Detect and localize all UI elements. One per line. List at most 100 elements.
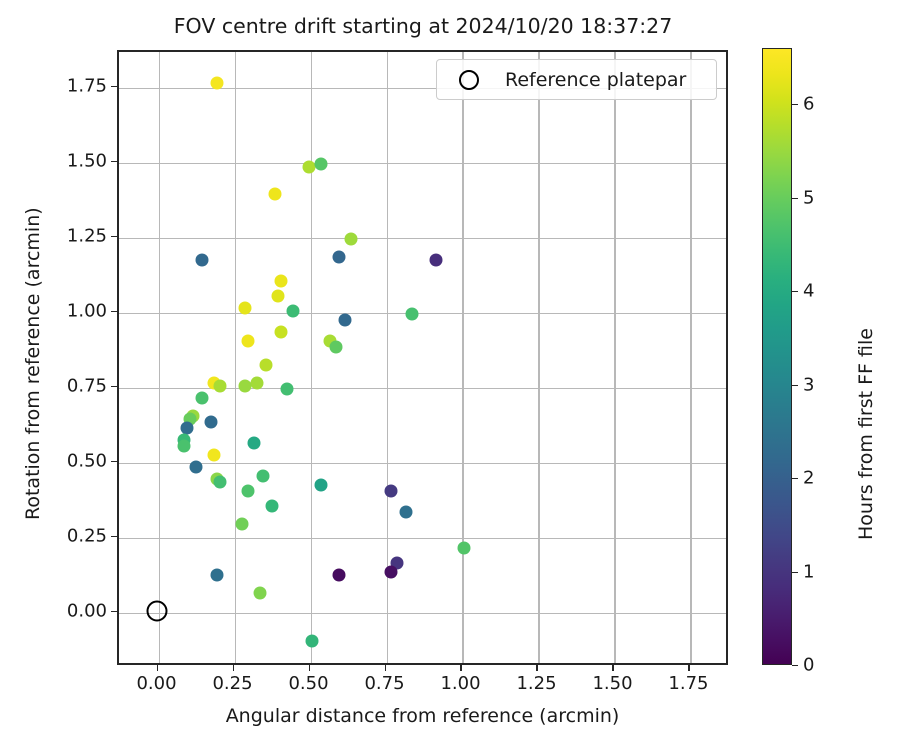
scatter-point	[338, 313, 352, 327]
gridline-vertical	[690, 52, 692, 663]
x-tick-mark	[460, 665, 462, 671]
colorbar-tick-label: 4	[803, 280, 815, 302]
scatter-point	[332, 568, 346, 582]
y-tick-label: 0.00	[66, 600, 107, 622]
y-tick-mark	[111, 161, 117, 163]
scatter-point	[241, 334, 255, 348]
scatter-point	[274, 274, 288, 288]
gridline-horizontal	[119, 163, 726, 165]
x-tick-label: 0.75	[364, 673, 405, 694]
scatter-point	[329, 340, 343, 354]
y-tick-mark	[111, 386, 117, 388]
scatter-point	[177, 439, 191, 453]
reference-platepar-marker-icon	[146, 600, 168, 622]
x-tick-label: 1.50	[592, 673, 633, 694]
y-tick-label: 0.75	[66, 375, 107, 397]
plot-area[interactable]	[117, 50, 728, 665]
y-tick-label: 1.25	[66, 225, 107, 247]
scatter-point	[207, 448, 221, 462]
scatter-point	[241, 484, 255, 498]
colorbar-label: Hours from first FF file	[855, 328, 877, 540]
legend[interactable]: Reference platepar	[436, 59, 717, 100]
colorbar-tick-label: 3	[803, 374, 815, 396]
colorbar-tick-label: 0	[803, 654, 815, 676]
gridline-vertical	[386, 52, 388, 663]
gridline-horizontal	[119, 463, 726, 465]
scatter-point	[210, 568, 224, 582]
gridline-vertical	[462, 52, 464, 663]
scatter-point	[259, 358, 273, 372]
gridline-vertical	[158, 52, 160, 663]
x-tick-mark	[156, 665, 158, 671]
x-tick-mark	[232, 665, 234, 671]
scatter-point	[253, 586, 267, 600]
x-tick-mark	[612, 665, 614, 671]
scatter-point	[238, 301, 252, 315]
x-tick-label: 0.00	[136, 673, 177, 694]
scatter-point	[271, 289, 285, 303]
y-tick-mark	[111, 611, 117, 613]
gridline-vertical	[234, 52, 236, 663]
colorbar[interactable]	[762, 48, 792, 665]
y-axis-label: Rotation from reference (arcmin)	[22, 207, 44, 520]
y-tick-label: 0.25	[66, 525, 107, 547]
colorbar-tick-label: 6	[803, 93, 815, 115]
scatter-point	[344, 232, 358, 246]
scatter-point	[429, 253, 443, 267]
colorbar-tick-mark	[792, 571, 798, 573]
colorbar-tick-mark	[792, 197, 798, 199]
scatter-point	[384, 565, 398, 579]
y-tick-label: 0.50	[66, 450, 107, 472]
scatter-point	[238, 379, 252, 393]
scatter-point	[180, 421, 194, 435]
gridline-vertical	[538, 52, 540, 663]
colorbar-tick-mark	[792, 104, 798, 106]
scatter-point	[265, 499, 279, 513]
scatter-point	[235, 517, 249, 531]
y-tick-mark	[111, 236, 117, 238]
scatter-point	[399, 505, 413, 519]
scatter-point	[305, 634, 319, 648]
scatter-point	[405, 307, 419, 321]
scatter-point	[314, 157, 328, 171]
scatter-point	[195, 253, 209, 267]
x-axis-label: Angular distance from reference (arcmin)	[225, 705, 620, 727]
colorbar-tick-mark	[792, 478, 798, 480]
colorbar-tick-mark	[792, 291, 798, 293]
y-tick-mark	[111, 461, 117, 463]
y-tick-mark	[111, 536, 117, 538]
colorbar-tick-label: 2	[803, 467, 815, 489]
colorbar-tick-mark	[792, 384, 798, 386]
scatter-point	[204, 415, 218, 429]
scatter-point	[332, 250, 346, 264]
colorbar-tick-mark	[792, 665, 798, 667]
y-tick-mark	[111, 86, 117, 88]
y-tick-mark	[111, 311, 117, 313]
x-tick-mark	[384, 665, 386, 671]
y-tick-label: 1.50	[66, 150, 107, 172]
scatter-point	[314, 478, 328, 492]
y-tick-label: 1.75	[66, 75, 107, 97]
x-tick-label: 1.75	[668, 673, 709, 694]
scatter-point	[256, 469, 270, 483]
gridline-horizontal	[119, 238, 726, 240]
scatter-point	[286, 304, 300, 318]
gridline-vertical	[310, 52, 312, 663]
scatter-point	[274, 325, 288, 339]
scatter-point	[457, 541, 471, 555]
x-tick-label: 1.25	[516, 673, 557, 694]
colorbar-tick-label: 1	[803, 561, 815, 582]
x-tick-mark	[308, 665, 310, 671]
gridline-horizontal	[119, 538, 726, 540]
scatter-point	[189, 460, 203, 474]
legend-entry-label: Reference platepar	[505, 68, 687, 91]
x-tick-label: 0.25	[212, 673, 253, 694]
chart-title: FOV centre drift starting at 2024/10/20 …	[173, 14, 673, 38]
gridline-horizontal	[119, 613, 726, 615]
scatter-point	[302, 160, 315, 174]
scatter-point	[213, 475, 227, 489]
scatter-point	[268, 187, 282, 201]
scatter-point	[210, 76, 224, 90]
scatter-point	[213, 379, 227, 393]
